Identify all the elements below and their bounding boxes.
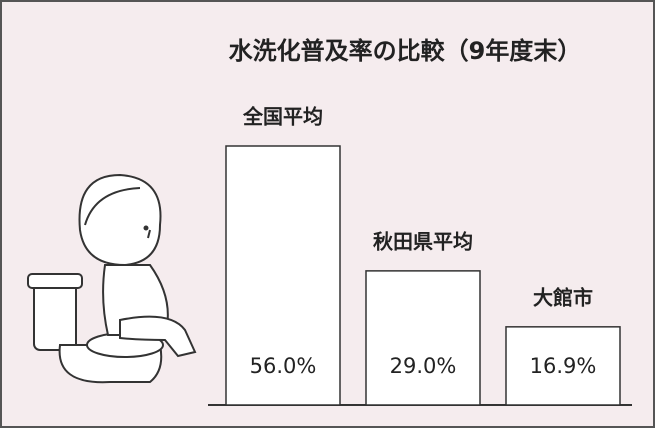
category-label: 秋田県平均 — [373, 229, 473, 253]
value-label: 56.0% — [250, 354, 317, 378]
bar — [366, 271, 480, 405]
category-label: 全国平均 — [242, 105, 323, 129]
value-label: 16.9% — [530, 354, 597, 378]
chart: 水洗化普及率の比較（9年度末） 全国平均 56.0% 秋田県平均 29.0% 大館市 16… — [0, 0, 655, 428]
chart-title: 水洗化普及率の比較（9年度末） — [229, 37, 582, 65]
value-label: 29.0% — [390, 354, 457, 378]
category-label: 大館市 — [533, 285, 593, 309]
